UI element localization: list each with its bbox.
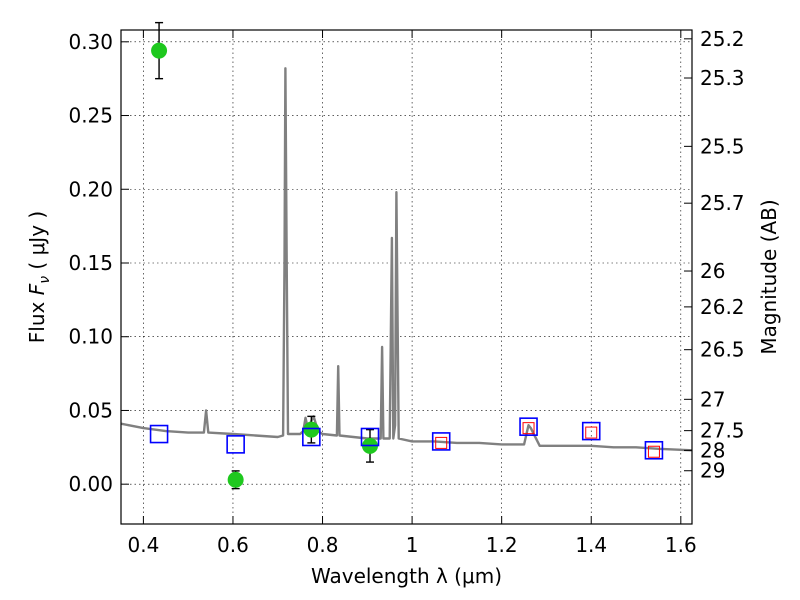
x-tick-label: 1.2 [486,533,518,557]
observed-photometry-point [227,471,244,488]
y2-tick-label: 26 [700,259,725,283]
model-photometry-square [360,427,380,447]
x-tick-label: 1 [406,533,419,557]
model-photometry-square [302,427,321,447]
model-spectrum-line [120,67,693,452]
y-tick-label: 0.00 [68,472,113,496]
y-axis-label-prefix: Flux [25,295,49,343]
y2-tick-label: 27 [700,387,725,411]
y2-tick-label: 25.5 [700,134,745,158]
y2-tick-label: 29 [700,459,725,483]
y2-tick-label: 26.5 [700,338,745,362]
y-tick-label: 0.10 [68,325,113,349]
observed-photometry-point [303,421,320,438]
tick-layer: 0.4 0.6 0.8 1 1.2 1.4 1.6 0.00 0.05 0.10 0.15 0.20 0… [68,27,744,557]
model-photometry-square [581,421,601,441]
y-tick-label: 0.15 [68,251,113,275]
x-axis-label: Wavelength λ (μm) [311,564,502,588]
model-photometry-square [149,424,169,444]
y2-tick-label: 25.3 [700,66,745,90]
y-axis-label-subscript: ν [37,276,53,284]
model-photometry-inner-square [522,422,535,435]
x-tick-label: 1.4 [575,533,607,557]
marker-layer [149,21,664,490]
y-axis-label-unit: ( μJy ) [25,211,49,276]
observed-photometry-point [151,42,168,59]
model-photometry-inner-square [647,445,660,458]
y-tick-label: 0.20 [68,177,113,201]
model-photometry-square [431,432,451,451]
y-tick-label: 0.05 [68,398,113,422]
y2-tick-label: 27.5 [700,419,745,443]
y2-axis-label: Magnitude (AB) [757,199,781,354]
model-photometry-square [644,440,664,460]
y-tick-label: 0.30 [68,30,113,54]
model-photometry-square [519,417,538,436]
grid [121,30,692,524]
x-tick-label: 1.6 [665,533,697,557]
y2-tick-label: 25.2 [700,27,745,51]
x-tick-label: 0.8 [307,533,339,557]
x-tick-label: 0.6 [217,533,249,557]
y2-tick-label: 26.2 [700,295,745,319]
model-photometry-square [226,435,245,454]
spectrum-layer [120,67,693,452]
y2-tick-label: 28 [700,438,725,462]
y-axis-label-symbol: F [25,283,49,295]
y-axis-label: Flux Fν ( μJy ) [25,211,53,343]
model-photometry-inner-square [435,436,448,449]
plot-frame [120,29,693,525]
model-photometry-inner-square [585,426,598,439]
y-tick-label: 0.25 [68,104,113,128]
x-tick-label: 0.4 [127,533,159,557]
y2-tick-label: 25.7 [700,191,745,215]
